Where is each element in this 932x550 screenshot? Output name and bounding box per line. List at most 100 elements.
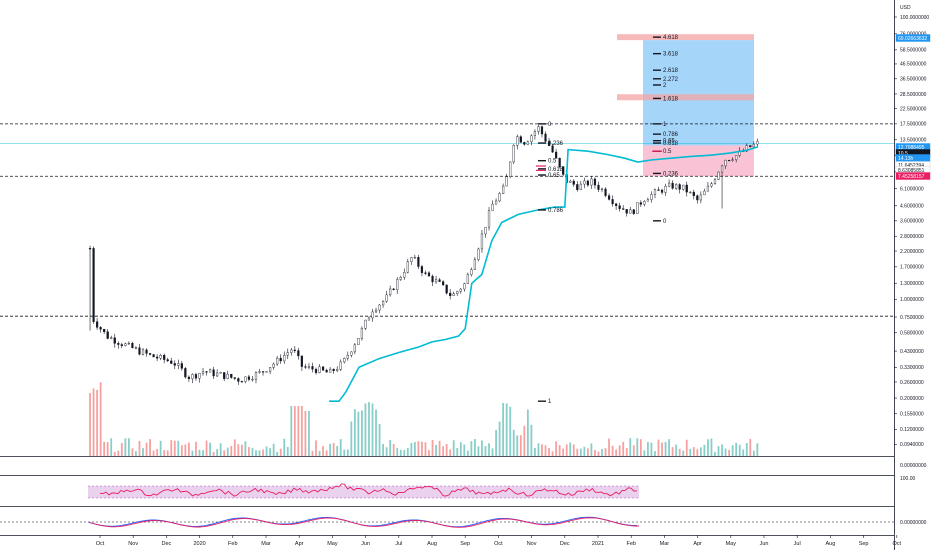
volume-bar: [463, 444, 466, 456]
currency-label: USD: [900, 5, 911, 11]
candle-body: [593, 178, 597, 186]
vwap-line[interactable]: [329, 146, 758, 403]
candle-body: [396, 279, 399, 290]
fib-right-label: 2: [663, 83, 667, 89]
level-band-mid[interactable]: [617, 94, 754, 101]
candle-body: [159, 355, 162, 359]
candle-body: [138, 347, 141, 355]
candle-body: [251, 378, 254, 381]
price-tick-label: 0.0940000: [900, 442, 924, 448]
volume-bar: [728, 449, 731, 456]
volume-bar: [293, 406, 296, 456]
candle-body: [410, 257, 413, 262]
volume-bar: [498, 421, 501, 456]
candle-body: [636, 202, 639, 214]
time-tick-label: Sep: [859, 541, 869, 547]
candle-body: [311, 366, 314, 370]
candle-body: [381, 301, 385, 306]
candle-body: [600, 188, 604, 190]
time-tick-label: Jun: [760, 541, 769, 547]
candle-body: [526, 141, 529, 145]
candle-body: [509, 161, 512, 178]
candle-body: [445, 284, 448, 294]
target-zone[interactable]: [643, 40, 754, 146]
candle-body: [516, 136, 519, 146]
time-tick-label: 2020: [193, 541, 205, 547]
volume-bar: [424, 442, 427, 456]
volume-bar: [417, 441, 420, 456]
volume-bar: [428, 450, 430, 456]
candle-body: [540, 126, 544, 135]
price-tick-label: 0.2000000: [900, 396, 924, 402]
candle-body: [576, 184, 579, 190]
candle-body: [660, 189, 664, 193]
volume-bar: [421, 441, 423, 456]
candle-body: [184, 368, 187, 378]
level-band-top-left[interactable]: [617, 34, 643, 41]
candle-body: [449, 292, 452, 296]
volume-bar: [403, 450, 406, 456]
candle-body: [484, 226, 487, 235]
candle-body: [558, 157, 561, 167]
volume-bar: [692, 447, 695, 456]
candle-body: [512, 145, 515, 163]
candle-body: [491, 203, 494, 211]
volume-bar: [572, 444, 575, 456]
candle-body: [201, 371, 205, 374]
candle-body: [399, 276, 402, 280]
candle-body: [350, 351, 353, 356]
candle-body: [240, 381, 243, 383]
candle-body: [406, 261, 409, 273]
volume-bar: [184, 444, 187, 456]
candle-body: [297, 350, 300, 357]
volume-bar: [375, 409, 377, 456]
volume-bar: [251, 447, 254, 456]
price-tick-label: 2.8000000: [900, 234, 924, 240]
candle-body: [477, 248, 480, 260]
candle-body: [237, 378, 240, 382]
volume-bar: [180, 445, 183, 456]
candle-body: [374, 309, 378, 313]
volume-bar: [364, 403, 367, 456]
volume-bar: [597, 451, 600, 456]
candle-body: [265, 371, 268, 373]
volume-bar: [339, 439, 342, 456]
price-tick-label: 100.0000000: [900, 15, 929, 21]
volume-bar: [618, 445, 621, 456]
signal-line[interactable]: [89, 517, 639, 528]
volume-bar: [731, 445, 734, 456]
volume-bar: [191, 450, 194, 456]
time-tick-label: Aug: [427, 541, 437, 547]
level-band-top[interactable]: [643, 34, 754, 41]
candle-body: [300, 355, 303, 367]
time-tick-label: Nov: [527, 541, 537, 547]
volume-bar: [488, 443, 490, 456]
volume-bar: [219, 443, 222, 456]
candle-body: [346, 355, 349, 359]
volume-bar: [714, 451, 716, 456]
volume-bar: [156, 449, 159, 456]
volume-bar: [226, 447, 229, 456]
volume-bar: [534, 447, 536, 456]
candle-body: [646, 199, 650, 202]
candle-body: [403, 272, 406, 278]
candle-body: [505, 176, 508, 187]
candle-body: [127, 342, 130, 345]
price-tick-label: 0.3300000: [900, 365, 924, 371]
time-tick-label: Jul: [794, 541, 801, 547]
candle-body: [703, 190, 706, 196]
candle-body: [152, 354, 155, 358]
rsi-line[interactable]: [99, 483, 638, 497]
price-tick-label: 1.0000000: [900, 297, 924, 303]
time-tick-label: Jun: [361, 541, 370, 547]
volume-bar: [611, 445, 614, 456]
volume-scale-label: 0.00000000: [900, 463, 927, 469]
stop-zone[interactable]: [643, 145, 754, 177]
price-badge-label: 11.6452394: [898, 163, 924, 169]
volume-bar: [544, 445, 547, 456]
volume-bar: [304, 411, 307, 456]
candle-body: [572, 180, 575, 185]
volume-bar: [615, 449, 618, 456]
